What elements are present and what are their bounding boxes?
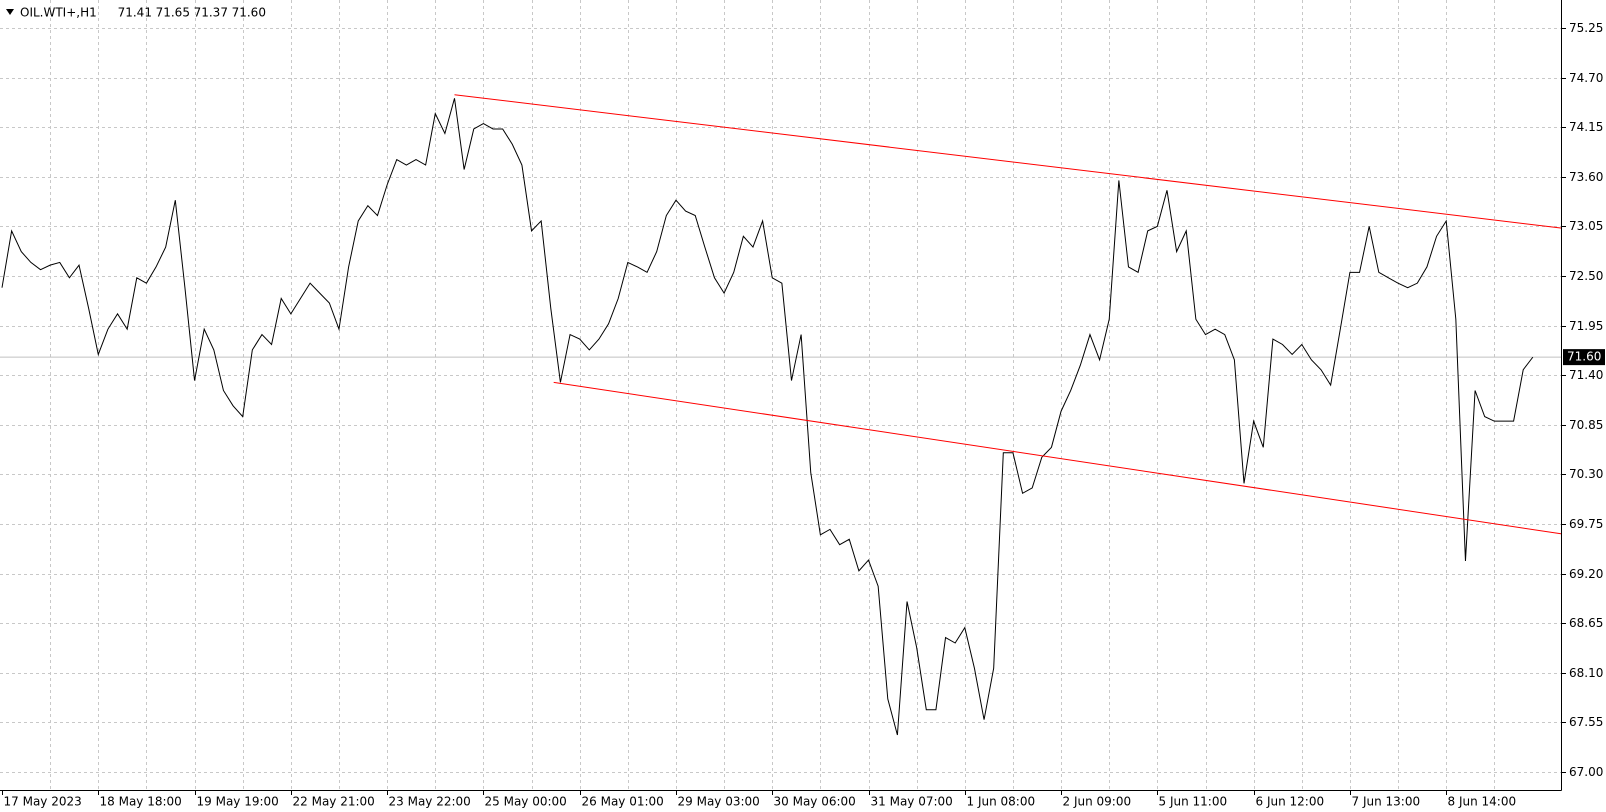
y-tick-label: 71.40 [1569, 368, 1603, 382]
y-tick-label: 74.15 [1569, 120, 1603, 134]
y-tick-label: 69.20 [1569, 567, 1603, 581]
y-tick-label: 69.75 [1569, 517, 1603, 531]
x-tick-label: 2 Jun 09:00 [1063, 795, 1132, 809]
x-tick-label: 26 May 01:00 [582, 795, 664, 809]
y-tick-label: 71.95 [1569, 319, 1603, 333]
trend-line [454, 94, 1562, 229]
x-tick-label: 31 May 07:00 [871, 795, 953, 809]
x-tick-label: 19 May 19:00 [197, 795, 279, 809]
price-line-series [1, 98, 1534, 736]
y-tick-label: 73.05 [1569, 219, 1603, 233]
price-label: 71.60 [1567, 350, 1601, 364]
y-tick-label: 67.00 [1569, 765, 1603, 779]
x-tick-label: 6 Jun 12:00 [1256, 795, 1325, 809]
x-tick-label: 8 Jun 14:00 [1448, 795, 1517, 809]
x-tick-label: 1 Jun 08:00 [967, 795, 1036, 809]
x-tick-label: 23 May 22:00 [389, 795, 471, 809]
y-tick-label: 68.65 [1569, 616, 1603, 630]
y-tick-label: 72.50 [1569, 269, 1603, 283]
symbol-title: OIL.WTI+,H1 [20, 6, 97, 20]
menu-triangle[interactable] [6, 9, 14, 15]
y-tick-label: 74.70 [1569, 71, 1603, 85]
y-tick-label: 70.85 [1569, 418, 1603, 432]
y-tick-label: 73.60 [1569, 170, 1603, 184]
x-tick-label: 25 May 00:00 [485, 795, 567, 809]
x-tick-label: 5 Jun 11:00 [1159, 795, 1228, 809]
x-tick-label: 18 May 18:00 [100, 795, 182, 809]
trend-line [553, 381, 1562, 535]
x-tick-label: 7 Jun 13:00 [1352, 795, 1421, 809]
ohlc: 71.41 71.65 71.37 71.60 [118, 6, 266, 20]
ohlc-value: 71.41 [118, 6, 152, 20]
x-tick-label: 17 May 2023 [4, 795, 82, 809]
axes: 67.00 67.55 68.10 68.65 69.20 69.75 70.30 70.85… [2, 21, 1605, 809]
y-tick-label: 70.30 [1569, 467, 1603, 481]
x-tick-label: 22 May 21:00 [293, 795, 375, 809]
grid [0, 0, 1561, 790]
x-tick-label: 29 May 03:00 [678, 795, 760, 809]
ohlc-value: 71.60 [232, 6, 266, 20]
x-tick-label: 30 May 06:00 [774, 795, 856, 809]
y-tick-label: 75.25 [1569, 21, 1603, 35]
plot [0, 94, 1562, 736]
ohlc-value: 71.65 [156, 6, 190, 20]
y-tick-label: 68.10 [1569, 666, 1603, 680]
y-tick-label: 67.55 [1569, 715, 1603, 729]
price-label-box [1563, 349, 1605, 366]
ohlc-value: 71.37 [194, 6, 228, 20]
